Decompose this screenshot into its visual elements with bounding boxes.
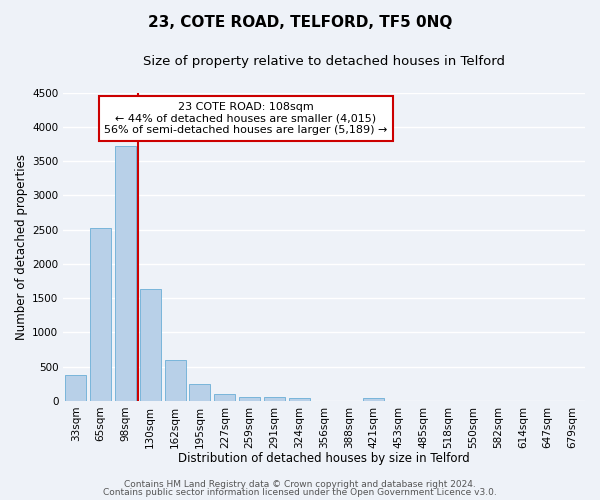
X-axis label: Distribution of detached houses by size in Telford: Distribution of detached houses by size … [178, 452, 470, 465]
Bar [190, 384, 211, 401]
Text: Contains HM Land Registry data © Crown copyright and database right 2024.: Contains HM Land Registry data © Crown c… [124, 480, 476, 489]
Bar [140, 288, 161, 401]
Title: Size of property relative to detached houses in Telford: Size of property relative to detached ho… [143, 55, 505, 68]
Bar [164, 360, 185, 401]
Y-axis label: Number of detached properties: Number of detached properties [15, 154, 28, 340]
Text: Contains public sector information licensed under the Open Government Licence v3: Contains public sector information licen… [103, 488, 497, 497]
Bar [239, 396, 260, 401]
Text: 23 COTE ROAD: 108sqm
← 44% of detached houses are smaller (4,015)
56% of semi-de: 23 COTE ROAD: 108sqm ← 44% of detached h… [104, 102, 388, 135]
Text: 23, COTE ROAD, TELFORD, TF5 0NQ: 23, COTE ROAD, TELFORD, TF5 0NQ [148, 15, 452, 30]
Bar [214, 394, 235, 401]
Bar [115, 146, 136, 401]
Bar [90, 228, 111, 401]
Bar [264, 397, 285, 401]
Bar [289, 398, 310, 401]
Bar [363, 398, 385, 401]
Bar [65, 375, 86, 401]
